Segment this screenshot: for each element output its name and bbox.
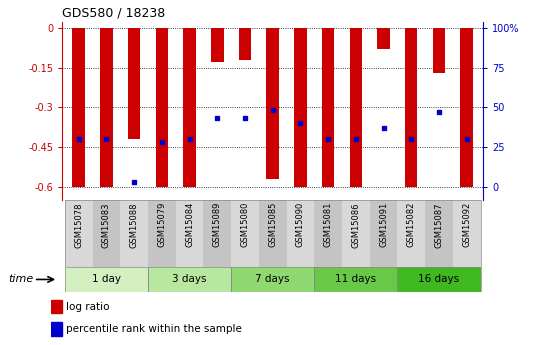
Text: GSM15092: GSM15092 xyxy=(462,202,471,247)
Bar xyxy=(287,200,314,267)
Text: GSM15083: GSM15083 xyxy=(102,202,111,248)
Bar xyxy=(314,267,397,292)
Bar xyxy=(314,267,397,292)
Text: GSM15089: GSM15089 xyxy=(213,202,222,247)
Bar xyxy=(342,200,370,267)
Bar xyxy=(397,267,481,292)
Bar xyxy=(349,28,362,187)
Text: GSM15081: GSM15081 xyxy=(323,202,333,247)
Bar xyxy=(266,28,279,179)
Bar xyxy=(148,267,231,292)
Bar xyxy=(65,200,92,267)
Text: 1 day: 1 day xyxy=(92,275,121,284)
Text: 7 days: 7 days xyxy=(255,275,290,284)
Bar xyxy=(148,200,176,267)
Bar xyxy=(148,267,231,292)
Bar xyxy=(377,28,390,49)
Bar xyxy=(453,200,481,267)
Bar xyxy=(92,200,120,267)
Text: GDS580 / 18238: GDS580 / 18238 xyxy=(62,7,165,20)
Bar xyxy=(176,200,204,267)
Text: GSM15084: GSM15084 xyxy=(185,202,194,247)
Text: GSM15082: GSM15082 xyxy=(407,202,416,247)
Bar xyxy=(433,28,445,73)
Bar xyxy=(128,28,140,139)
Text: percentile rank within the sample: percentile rank within the sample xyxy=(66,324,242,334)
Bar xyxy=(231,200,259,267)
Text: GSM15086: GSM15086 xyxy=(352,202,360,248)
Text: log ratio: log ratio xyxy=(66,302,110,312)
Text: GSM15090: GSM15090 xyxy=(296,202,305,247)
Bar xyxy=(370,200,397,267)
Text: GSM15080: GSM15080 xyxy=(240,202,249,247)
Bar xyxy=(294,28,307,187)
Text: GSM15078: GSM15078 xyxy=(74,202,83,248)
Bar xyxy=(322,28,334,187)
Text: GSM15085: GSM15085 xyxy=(268,202,277,247)
Text: 11 days: 11 days xyxy=(335,275,376,284)
Bar xyxy=(461,28,473,187)
Text: time: time xyxy=(8,275,33,284)
Bar xyxy=(259,200,287,267)
Bar xyxy=(156,28,168,187)
Text: 3 days: 3 days xyxy=(172,275,207,284)
Text: GSM15088: GSM15088 xyxy=(130,202,139,248)
Bar xyxy=(51,300,62,313)
Text: GSM15079: GSM15079 xyxy=(157,202,166,247)
Bar xyxy=(239,28,251,60)
Text: 16 days: 16 days xyxy=(418,275,460,284)
Bar xyxy=(204,200,231,267)
Bar xyxy=(65,267,148,292)
Bar xyxy=(397,200,425,267)
Bar xyxy=(65,267,148,292)
Text: GSM15091: GSM15091 xyxy=(379,202,388,247)
Bar xyxy=(211,28,224,62)
Bar xyxy=(397,267,481,292)
Bar xyxy=(120,200,148,267)
Bar xyxy=(405,28,417,187)
Bar xyxy=(184,28,196,187)
Text: GSM15087: GSM15087 xyxy=(435,202,443,248)
Bar xyxy=(425,200,453,267)
Bar xyxy=(231,267,314,292)
Bar xyxy=(100,28,113,187)
Bar xyxy=(51,322,62,336)
Bar xyxy=(314,200,342,267)
Bar xyxy=(72,28,85,187)
Bar xyxy=(231,267,314,292)
